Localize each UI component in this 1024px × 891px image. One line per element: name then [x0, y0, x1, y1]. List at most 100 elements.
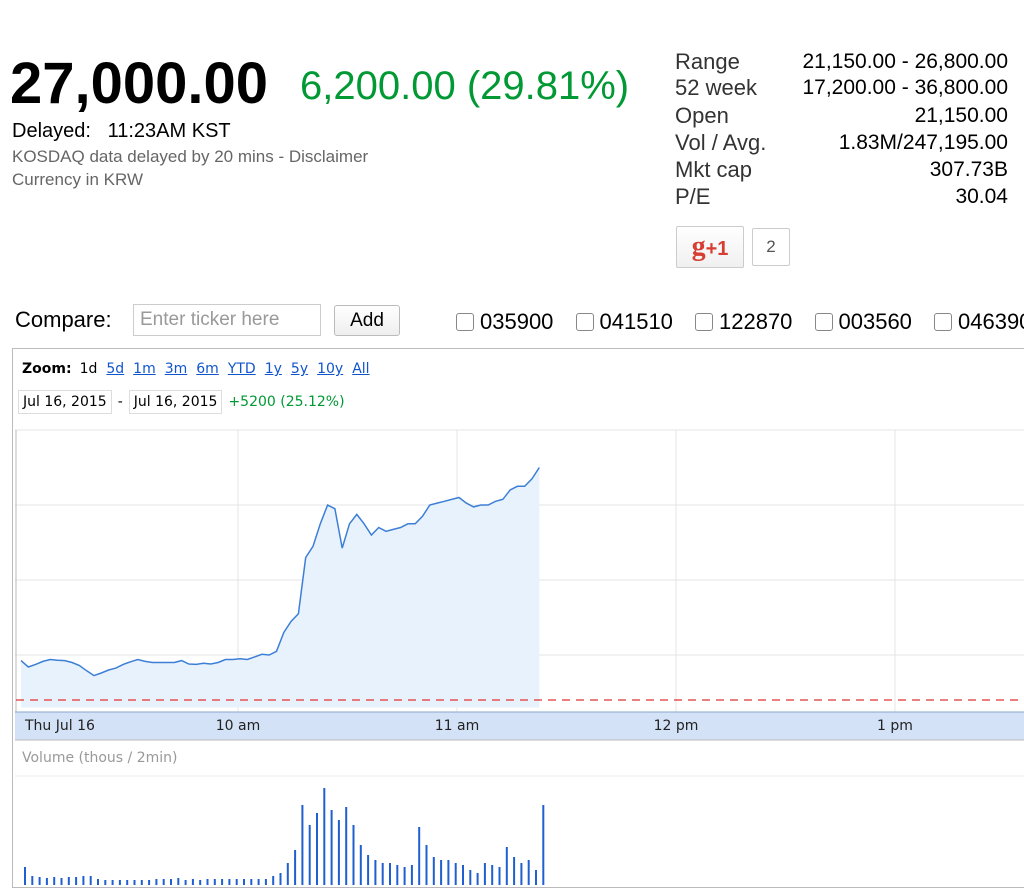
zoom-option[interactable]: 10y [317, 361, 344, 377]
volume-bar [505, 847, 508, 885]
zoom-option[interactable]: 1d [79, 361, 98, 377]
volume-bar [286, 863, 289, 885]
ticker-label: 046390 [958, 309, 1024, 334]
time-label: 1 pm [877, 718, 913, 734]
volume-bar [337, 820, 340, 885]
volume-bar [425, 845, 428, 885]
checkbox[interactable] [456, 313, 474, 331]
volume-bar [491, 865, 494, 885]
volume-bar [177, 878, 180, 885]
volume-bar [381, 863, 384, 885]
delayed: Delayed: 11:23AM KST [12, 120, 231, 143]
date-separator: - [117, 394, 123, 410]
range-change: +5200 (25.12%) [228, 394, 345, 410]
volume-bar [191, 879, 194, 885]
volume-bar [359, 845, 362, 885]
add-button[interactable]: Add [334, 305, 400, 336]
stat-value: 1.83M/247,195.00 [838, 131, 1008, 154]
chart: Thu Jul 16 10 am 11 am 12 pm 1 pm Volume (tho… [15, 429, 1024, 885]
volume-bar [140, 880, 143, 885]
compare-ticker[interactable]: 046390 [934, 309, 1024, 335]
gplus-button[interactable]: g+1 [676, 226, 744, 268]
volume-bar [432, 857, 435, 885]
price-area [21, 467, 540, 708]
volume-bar [301, 805, 304, 885]
checkbox[interactable] [695, 313, 713, 331]
compare-ticker[interactable]: 003560 [814, 309, 912, 335]
volume-bar [89, 876, 92, 885]
volume-bar [527, 860, 530, 885]
date-from[interactable]: Jul 16, 2015 [18, 390, 112, 414]
volume-bar [170, 879, 172, 885]
volume-bar [75, 877, 78, 885]
volume-bar [243, 879, 245, 885]
volume-bar [447, 860, 450, 885]
stat-value: 30.04 [955, 185, 1008, 208]
ticker-label: 035900 [480, 309, 554, 334]
checkbox[interactable] [575, 313, 594, 331]
time-label: 12 pm [654, 718, 699, 734]
time-axis [15, 712, 1024, 740]
volume-bar [104, 880, 107, 885]
stat-value: 21,150.00 - 26,800.00 [802, 50, 1008, 73]
volume-bar [257, 879, 260, 885]
volume-bar [264, 879, 267, 885]
stat-label: Vol / Avg. [675, 130, 767, 155]
checkbox[interactable] [814, 313, 833, 331]
ticker-label: 122870 [719, 309, 793, 334]
zoom-option[interactable]: 6m [196, 361, 219, 377]
zoom-option[interactable]: 5d [106, 361, 125, 377]
volume-bar [520, 863, 523, 885]
date-to[interactable]: Jul 16, 2015 [128, 390, 223, 414]
volume-bar [213, 879, 216, 885]
volume-bar [498, 867, 501, 885]
volume-bar [294, 850, 297, 885]
volume-bar [403, 867, 406, 885]
price-change: 6,200.00 (29.81%) [300, 64, 630, 108]
ticker-label: 003560 [838, 309, 912, 334]
volume-bar [111, 880, 114, 885]
volume-bar [367, 855, 370, 885]
compare-label: Compare: [15, 307, 112, 332]
stat-label: P/E [675, 184, 711, 209]
volume-bar [272, 876, 275, 885]
checkbox[interactable] [934, 313, 952, 331]
volume-bar [38, 877, 41, 885]
volume-bar [250, 879, 253, 885]
volume-bar [162, 879, 165, 885]
compare-ticker[interactable]: 041510 [575, 309, 673, 335]
zoom-option[interactable]: 1y [264, 361, 282, 377]
volume-bar [323, 788, 326, 885]
volume-bar [316, 813, 318, 885]
zoom-option[interactable]: 5y [290, 361, 309, 377]
volume-bar [462, 865, 464, 885]
volume-bar [97, 879, 99, 885]
volume-bar [352, 825, 355, 885]
time-label: 10 am [216, 718, 260, 734]
volume-bar [53, 877, 56, 885]
zoom-option[interactable]: 1m [133, 361, 156, 377]
volume-bar [513, 857, 516, 885]
gplus-icon: +1 [705, 238, 729, 260]
ticker-label: 041510 [599, 309, 673, 334]
compare-ticker[interactable]: 035900 [456, 309, 553, 335]
volume-bar [410, 865, 413, 885]
volume-bar [440, 860, 443, 885]
zoom-option[interactable]: 3m [164, 361, 188, 377]
ticker-input[interactable]: Enter ticker here [133, 304, 321, 336]
zoom-option[interactable]: All [352, 361, 370, 377]
volume-bar [389, 863, 391, 885]
zoom-option[interactable]: YTD [227, 361, 256, 377]
volume-bar [483, 863, 486, 885]
quote-time: 11:23AM KST [107, 120, 231, 142]
volume-bar [235, 879, 238, 885]
compare-ticker[interactable]: 122870 [695, 309, 792, 335]
stat-value: 17,200.00 - 36,800.00 [802, 76, 1008, 99]
volume-bar [535, 870, 537, 885]
stat-label: Mkt cap [675, 157, 753, 182]
volume-bar [330, 810, 333, 885]
price-line [20, 467, 540, 677]
volume-title: Volume (thous / 2min) [22, 750, 177, 766]
volume-bar [155, 879, 158, 885]
volume-bar [184, 880, 187, 885]
